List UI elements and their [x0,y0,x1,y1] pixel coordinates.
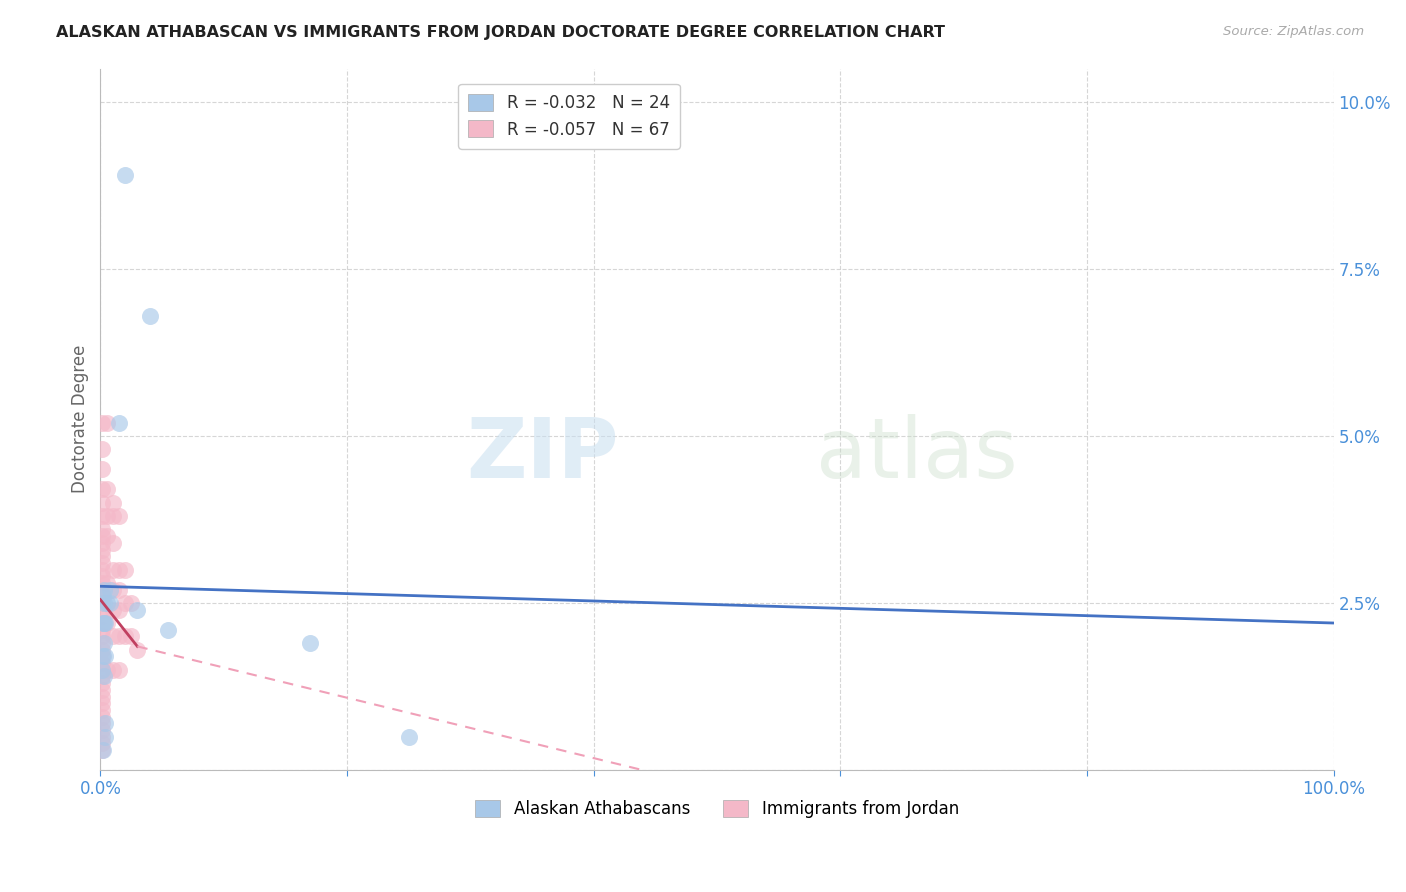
Point [101,582,124,597]
Point [94,615,117,630]
Point [94,716,117,731]
Point [90,676,112,690]
Point [101,509,124,524]
Text: ZIP: ZIP [465,414,619,495]
Point [90,523,112,537]
Point [90,609,112,624]
Point [90,442,112,457]
Point [90,582,112,597]
Point [93,582,115,597]
Point [398,730,420,744]
Point [127,642,149,657]
Point [101,536,124,550]
Point [90,602,112,616]
Point [90,709,112,723]
Point [90,636,112,650]
Point [90,563,112,577]
Point [91,649,114,664]
Point [90,529,112,543]
Point [90,556,112,570]
Point [90,669,112,683]
Point [91,615,114,630]
Point [91,743,114,757]
Point [90,569,112,583]
Point [91,663,114,677]
Point [90,542,112,557]
Point [96,596,118,610]
Point [90,416,112,430]
Point [101,602,124,616]
Point [101,629,124,643]
Point [108,563,131,577]
Point [157,623,180,637]
Point [90,663,112,677]
Point [90,589,112,603]
Point [96,483,118,497]
Point [90,576,112,591]
Point [90,730,112,744]
Point [90,690,112,704]
Point [90,649,112,664]
Legend: Alaskan Athabascans, Immigrants from Jordan: Alaskan Athabascans, Immigrants from Jor… [468,793,966,825]
Point [90,623,112,637]
Point [127,602,149,616]
Point [96,509,118,524]
Point [90,462,112,476]
Point [90,615,112,630]
Point [93,636,115,650]
Point [98,596,121,610]
Point [90,656,112,670]
Y-axis label: Doctorate Degree: Doctorate Degree [72,345,89,493]
Point [108,509,131,524]
Text: atlas: atlas [815,414,1018,495]
Point [90,496,112,510]
Point [90,703,112,717]
Point [120,596,142,610]
Point [108,582,131,597]
Point [90,736,112,750]
Point [90,642,112,657]
Point [90,723,112,737]
Point [90,536,112,550]
Point [298,636,321,650]
Point [90,682,112,697]
Point [96,576,118,591]
Point [108,416,131,430]
Point [90,509,112,524]
Point [114,629,136,643]
Point [96,663,118,677]
Point [94,649,117,664]
Point [101,563,124,577]
Point [101,663,124,677]
Point [91,589,114,603]
Point [114,169,136,183]
Point [108,663,131,677]
Point [120,629,142,643]
Point [93,596,115,610]
Point [114,563,136,577]
Point [90,596,112,610]
Point [98,582,121,597]
Point [108,602,131,616]
Point [90,716,112,731]
Point [101,496,124,510]
Point [138,309,160,323]
Point [93,669,115,683]
Point [94,730,117,744]
Point [96,416,118,430]
Point [90,629,112,643]
Point [96,529,118,543]
Point [90,483,112,497]
Point [114,596,136,610]
Point [96,615,118,630]
Point [108,629,131,643]
Text: Source: ZipAtlas.com: Source: ZipAtlas.com [1223,25,1364,38]
Point [93,615,115,630]
Point [90,696,112,710]
Point [90,743,112,757]
Point [90,549,112,564]
Text: ALASKAN ATHABASCAN VS IMMIGRANTS FROM JORDAN DOCTORATE DEGREE CORRELATION CHART: ALASKAN ATHABASCAN VS IMMIGRANTS FROM JO… [56,25,945,40]
